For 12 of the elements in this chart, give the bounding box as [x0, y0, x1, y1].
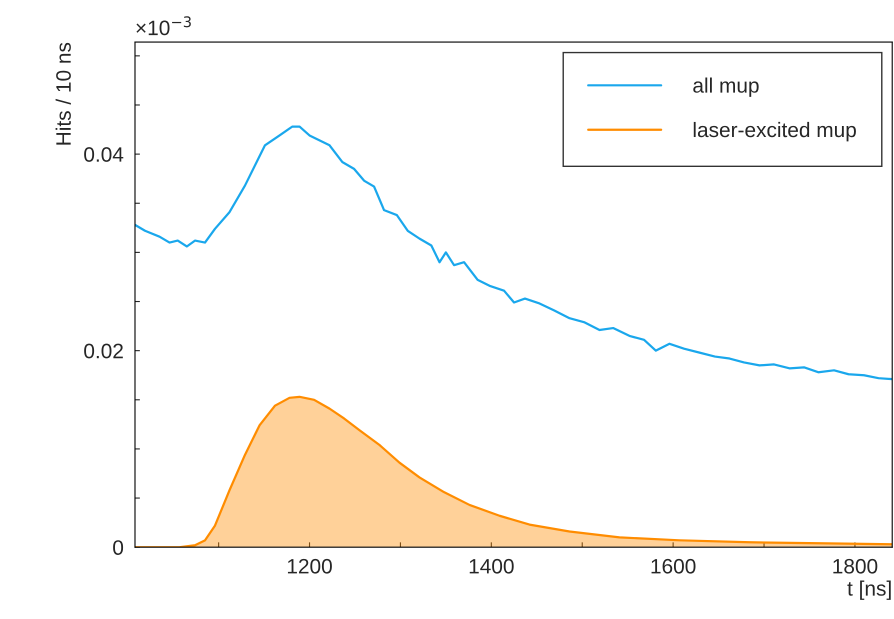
legend-label: all mup	[693, 78, 759, 97]
x-tick-label: 1800	[833, 558, 878, 574]
y-tick-label: 0.02	[84, 344, 123, 358]
x-tick-label: 1600	[652, 558, 696, 574]
legend-label: laser-excited mup	[694, 122, 856, 142]
y-axis-title: Hits / 10 ns	[56, 42, 71, 145]
x-axis-title: t [ns]	[847, 580, 891, 600]
x-tick-label: 1200	[288, 558, 332, 574]
y-tick-label: 0	[113, 540, 124, 555]
text: ×10$^{−3}$	[136, 16, 191, 36]
y-tick-label: 0.04	[84, 147, 124, 162]
x-tick-label: 1400	[470, 558, 514, 574]
